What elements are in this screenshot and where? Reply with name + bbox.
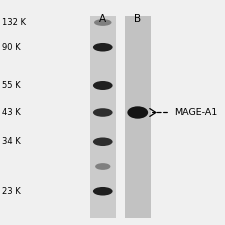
Ellipse shape — [95, 163, 110, 170]
Text: 43 K: 43 K — [2, 108, 21, 117]
Ellipse shape — [127, 106, 147, 119]
Bar — [89, 16, 115, 218]
Ellipse shape — [92, 43, 112, 52]
Ellipse shape — [94, 19, 111, 26]
Ellipse shape — [92, 81, 112, 90]
Text: 90 K: 90 K — [2, 43, 21, 52]
Ellipse shape — [92, 108, 112, 117]
Text: B: B — [134, 14, 141, 23]
Bar — [124, 16, 150, 218]
Text: MAGE-A1: MAGE-A1 — [173, 108, 216, 117]
Text: 23 K: 23 K — [2, 187, 21, 196]
Text: 55 K: 55 K — [2, 81, 21, 90]
Ellipse shape — [92, 137, 112, 146]
Text: 132 K: 132 K — [2, 18, 26, 27]
Text: 34 K: 34 K — [2, 137, 21, 146]
Text: A: A — [99, 14, 106, 23]
Ellipse shape — [92, 187, 112, 196]
